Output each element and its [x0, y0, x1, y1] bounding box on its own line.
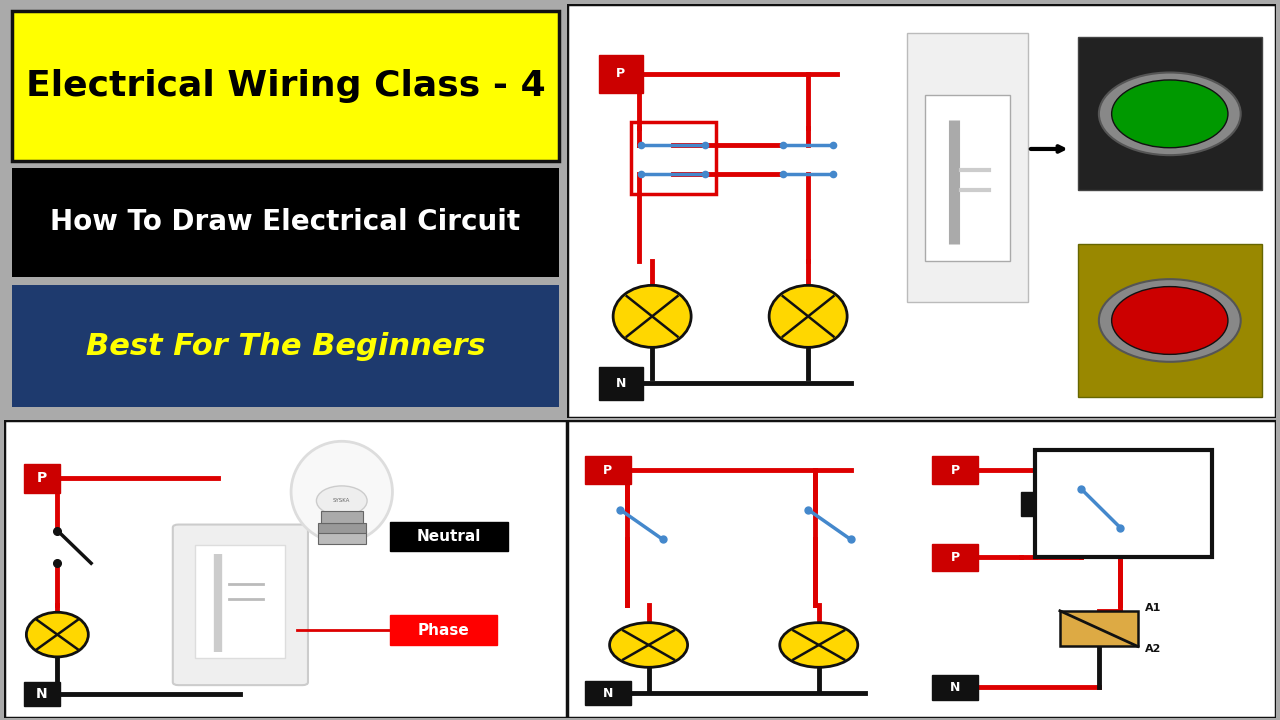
Text: A2: A2 — [1146, 644, 1161, 654]
FancyBboxPatch shape — [932, 675, 978, 700]
FancyBboxPatch shape — [1036, 450, 1212, 557]
FancyBboxPatch shape — [925, 95, 1010, 261]
Ellipse shape — [609, 623, 687, 667]
FancyBboxPatch shape — [1021, 492, 1036, 516]
Text: N: N — [603, 687, 613, 700]
FancyBboxPatch shape — [317, 523, 366, 534]
FancyBboxPatch shape — [389, 521, 508, 552]
FancyBboxPatch shape — [13, 11, 558, 161]
FancyBboxPatch shape — [317, 531, 366, 544]
FancyBboxPatch shape — [1078, 37, 1262, 190]
Text: How To Draw Electrical Circuit: How To Draw Electrical Circuit — [50, 208, 521, 236]
FancyBboxPatch shape — [23, 464, 60, 493]
FancyBboxPatch shape — [1060, 611, 1138, 647]
Ellipse shape — [291, 441, 393, 542]
Text: Best For The Beginners: Best For The Beginners — [86, 332, 485, 361]
FancyBboxPatch shape — [599, 366, 643, 400]
FancyBboxPatch shape — [173, 525, 308, 685]
Text: Neutral: Neutral — [416, 529, 481, 544]
Text: N: N — [36, 687, 47, 701]
FancyBboxPatch shape — [196, 545, 285, 658]
Text: N: N — [950, 681, 960, 694]
FancyBboxPatch shape — [13, 168, 558, 277]
Text: P: P — [37, 472, 47, 485]
FancyBboxPatch shape — [320, 511, 362, 523]
FancyBboxPatch shape — [932, 456, 978, 485]
FancyBboxPatch shape — [13, 285, 558, 408]
FancyBboxPatch shape — [599, 55, 643, 93]
Ellipse shape — [613, 285, 691, 347]
FancyBboxPatch shape — [567, 420, 1276, 718]
Text: P: P — [951, 464, 960, 477]
FancyBboxPatch shape — [1078, 244, 1262, 397]
FancyBboxPatch shape — [585, 456, 631, 485]
Text: SYSKA: SYSKA — [333, 498, 351, 503]
Ellipse shape — [316, 486, 367, 516]
Text: Electrical Wiring Class - 4: Electrical Wiring Class - 4 — [26, 68, 545, 103]
Text: A1: A1 — [1146, 603, 1161, 613]
Ellipse shape — [769, 285, 847, 347]
Circle shape — [1111, 80, 1228, 148]
Text: P: P — [603, 464, 612, 477]
FancyBboxPatch shape — [389, 616, 497, 645]
Circle shape — [1111, 287, 1228, 354]
FancyBboxPatch shape — [4, 420, 567, 718]
FancyBboxPatch shape — [908, 33, 1028, 302]
FancyBboxPatch shape — [567, 4, 1276, 418]
Text: Phase: Phase — [417, 623, 468, 638]
Text: P: P — [951, 551, 960, 564]
Circle shape — [1098, 73, 1240, 156]
Text: P: P — [617, 68, 626, 81]
Text: N: N — [616, 377, 626, 390]
Ellipse shape — [27, 612, 88, 657]
Ellipse shape — [780, 623, 858, 667]
FancyBboxPatch shape — [23, 682, 60, 706]
Circle shape — [1098, 279, 1240, 362]
FancyBboxPatch shape — [932, 544, 978, 571]
FancyBboxPatch shape — [585, 681, 631, 705]
